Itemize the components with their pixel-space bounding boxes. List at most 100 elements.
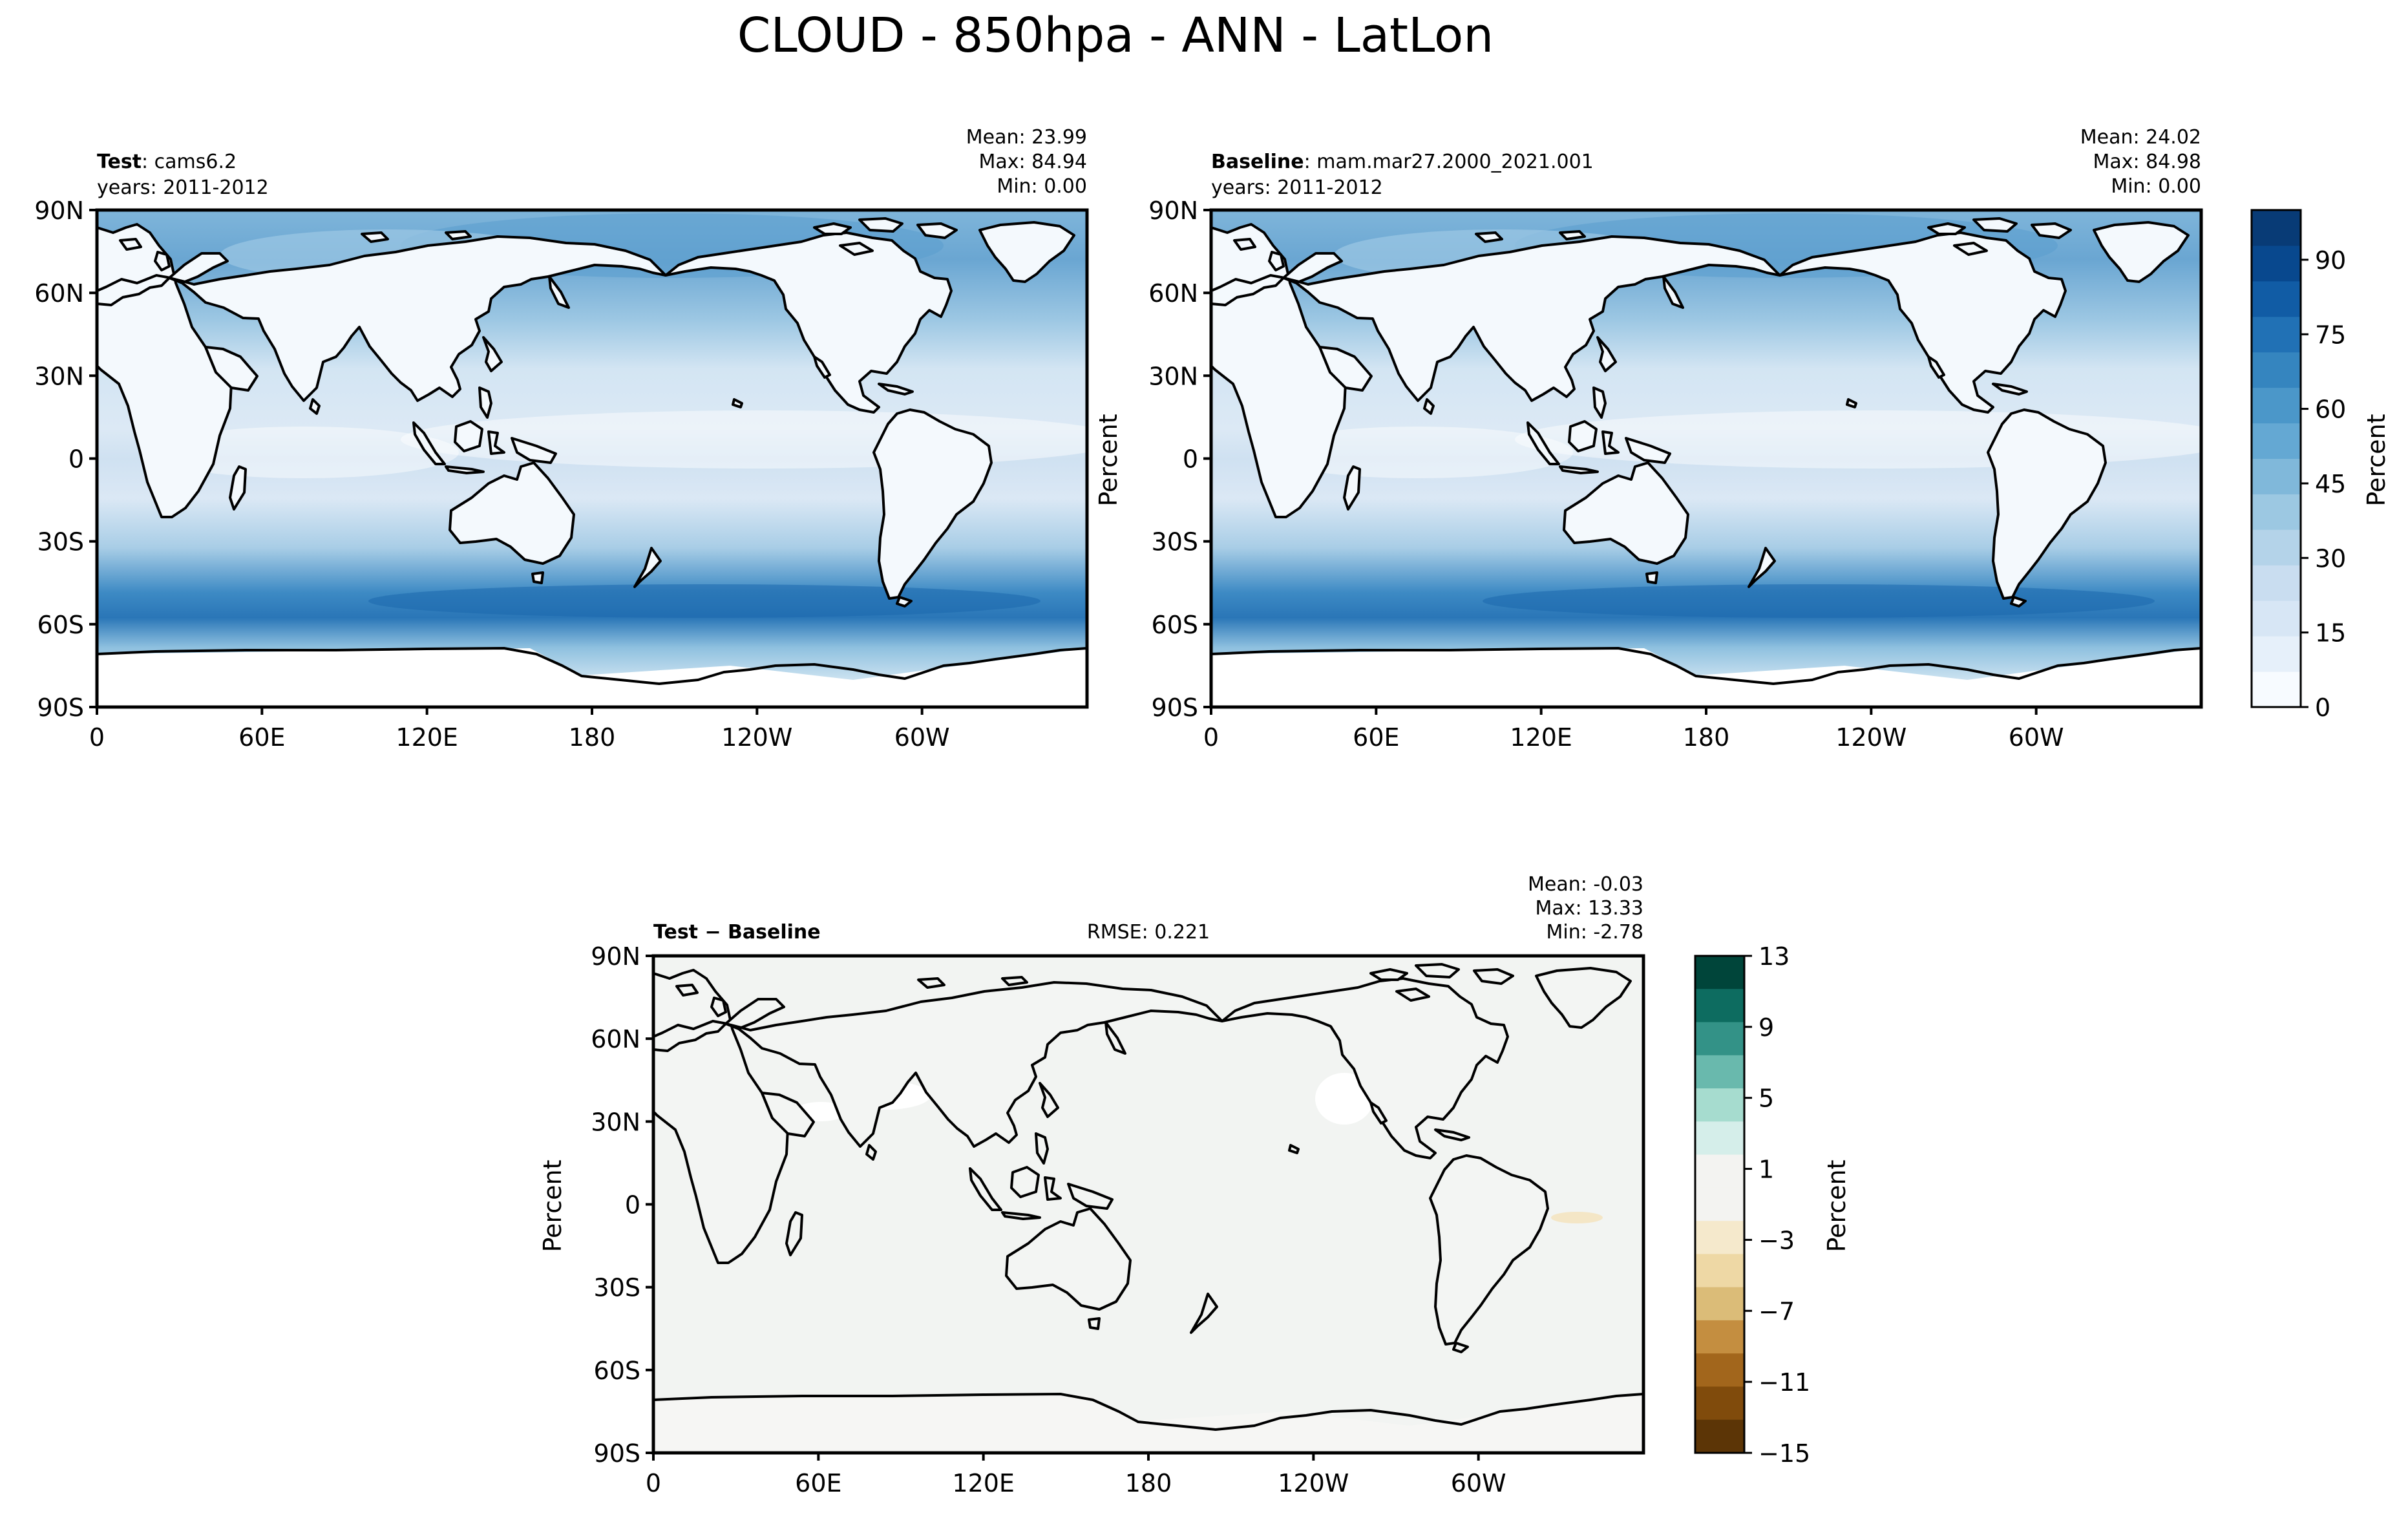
lon-tick-label: 60E bbox=[795, 1469, 841, 1497]
test-panel-years: years: 2011-2012 bbox=[97, 176, 269, 199]
lon-tick-label: 120E bbox=[952, 1469, 1015, 1497]
colorbar-main-tick-label: 45 bbox=[2315, 470, 2346, 498]
coastline-iceland bbox=[1233, 238, 1256, 251]
diff-panel-mean: Mean: -0.03 bbox=[1528, 873, 1643, 896]
coastline-arcticislands bbox=[1927, 217, 2072, 256]
coastline-philippines bbox=[1592, 386, 1607, 419]
diff-panel: Test − Baseline RMSE: 0.221 Mean: -0.03 … bbox=[538, 873, 1645, 1497]
lat-tick-label: 60S bbox=[1152, 611, 1198, 639]
lon-tick-label: 180 bbox=[1683, 723, 1730, 752]
coastline-hawaii bbox=[732, 398, 743, 408]
coastline-newzealand bbox=[1190, 1293, 1218, 1334]
colorbar-main-tick-label: 15 bbox=[2315, 619, 2346, 648]
diff-panel-ylabel: Percent bbox=[538, 1160, 567, 1252]
coastline-australia bbox=[1005, 1207, 1132, 1311]
lat-tick-label: 90S bbox=[37, 693, 84, 722]
colorbar-main-level bbox=[2252, 210, 2301, 246]
colorbar-main: 0 15 30 45 60 75 90 Percent bbox=[2250, 209, 2391, 722]
colorbar-main-tick-label: 30 bbox=[2315, 544, 2346, 573]
baseline-panel-ylabel: Percent bbox=[1094, 414, 1123, 507]
lon-tick-label: 0 bbox=[646, 1469, 661, 1497]
coastline-japan bbox=[482, 336, 503, 372]
coastline-australia bbox=[449, 461, 575, 565]
coastline-southamerica bbox=[1429, 1154, 1549, 1346]
colorbar-diff-level bbox=[1695, 1320, 1744, 1354]
coastline-japan bbox=[1596, 336, 1617, 372]
coastline-japan bbox=[1039, 1082, 1059, 1118]
lat-tick-label: 30N bbox=[34, 362, 84, 390]
coastline-scandinavia bbox=[168, 252, 229, 283]
lat-tick-label: 90S bbox=[594, 1439, 640, 1468]
colorbar-diff-level bbox=[1695, 1121, 1744, 1156]
coastline-sumatra bbox=[969, 1167, 1002, 1211]
coastline-antarctica bbox=[653, 1393, 1643, 1431]
colorbar-diff-tick-label: −7 bbox=[1758, 1297, 1795, 1326]
coastline-antarctica bbox=[1211, 647, 2201, 685]
colorbar-main-level bbox=[2252, 316, 2301, 353]
coastline-borneo bbox=[1568, 420, 1598, 452]
baseline-lat-axis: 90N 60N 30N 0 30S 60S 90S bbox=[1148, 196, 1211, 722]
coastline-iceland bbox=[119, 238, 142, 251]
colorbar-main-level bbox=[2252, 280, 2301, 317]
coastline-cuba bbox=[1992, 383, 2028, 396]
coastline-philippines bbox=[478, 386, 492, 419]
coastline-svalbard bbox=[1475, 230, 1586, 243]
coastline-borneo bbox=[1010, 1166, 1040, 1198]
coastline-kamchatka bbox=[548, 275, 570, 309]
coastline-borneo bbox=[454, 420, 483, 452]
coastline-cuba bbox=[1434, 1128, 1470, 1141]
colorbar-diff-level bbox=[1695, 1187, 1744, 1221]
colorbar-main-tick-label: 75 bbox=[2315, 321, 2346, 349]
coastline-scandinavia bbox=[724, 998, 785, 1029]
coastline-kamchatka bbox=[1104, 1021, 1126, 1055]
colorbar-main-frame bbox=[2250, 209, 2302, 708]
coastline-arcticislands bbox=[1369, 963, 1514, 1002]
colorbar-diff-level bbox=[1695, 956, 1744, 989]
coastline-greenland bbox=[1535, 967, 1632, 1029]
lat-tick-label: 90N bbox=[591, 942, 640, 971]
lat-tick-label: 60N bbox=[1148, 279, 1198, 308]
coastline-australia bbox=[1563, 461, 1689, 565]
coastline-arcticislands bbox=[813, 217, 958, 256]
coastline-greenland bbox=[978, 221, 1075, 283]
baseline-panel-min: Min: 0.00 bbox=[2111, 175, 2201, 198]
coastline-newguinea bbox=[511, 437, 557, 464]
colorbar-diff-tick-label: 13 bbox=[1758, 942, 1790, 971]
coastline-sumatra bbox=[412, 421, 446, 465]
coastline-sulawesi bbox=[1044, 1176, 1062, 1201]
lon-tick-label: 120E bbox=[396, 723, 458, 752]
lat-tick-label: 30N bbox=[1148, 362, 1198, 390]
baseline-lon-axis: 0 60E 120E 180 120W 60W bbox=[1203, 707, 2064, 752]
test-lon-axis: 0 60E 120E 180 120W 60W bbox=[89, 707, 950, 752]
lat-tick-label: 0 bbox=[625, 1191, 640, 1220]
colorbar-main-level bbox=[2252, 387, 2301, 424]
test-panel-label: Test: cams6.2 bbox=[97, 151, 237, 173]
coastline-arabia bbox=[1318, 346, 1373, 392]
colorbar-diff-tick-label: −15 bbox=[1758, 1439, 1810, 1468]
diff-lat-axis: 90N 60N 30N 0 30S 60S 90S bbox=[591, 942, 653, 1468]
lon-tick-label: 120W bbox=[1835, 723, 1906, 752]
coastline-eurasia bbox=[97, 235, 667, 402]
coastline-uk bbox=[710, 997, 727, 1017]
lon-tick-label: 60W bbox=[2009, 723, 2064, 752]
coastline-kamchatka bbox=[1662, 275, 1684, 309]
coastline-baja bbox=[1369, 1101, 1388, 1125]
lon-tick-label: 180 bbox=[569, 723, 616, 752]
colorbar-main-level bbox=[2252, 352, 2301, 388]
colorbar-main-label: Percent bbox=[2362, 414, 2391, 507]
colorbar-diff-frame bbox=[1694, 955, 1746, 1454]
lon-tick-label: 120W bbox=[1278, 1469, 1349, 1497]
coastline-tasmania bbox=[1088, 1317, 1101, 1330]
colorbar-main-level bbox=[2252, 671, 2301, 708]
lat-tick-label: 30S bbox=[37, 528, 84, 556]
colorbar-diff-tick-label: 9 bbox=[1758, 1013, 1774, 1042]
test-panel-mean: Mean: 23.99 bbox=[966, 126, 1087, 149]
lat-tick-label: 0 bbox=[1183, 445, 1198, 474]
baseline-panel-max: Max: 84.98 bbox=[2093, 151, 2201, 173]
coastline-hawaii bbox=[1846, 398, 1857, 408]
colorbar-diff-tick-label: −11 bbox=[1758, 1368, 1810, 1397]
lon-tick-label: 0 bbox=[1203, 723, 1219, 752]
test-panel-min: Min: 0.00 bbox=[997, 175, 1087, 198]
colorbar-main-level bbox=[2252, 494, 2301, 530]
